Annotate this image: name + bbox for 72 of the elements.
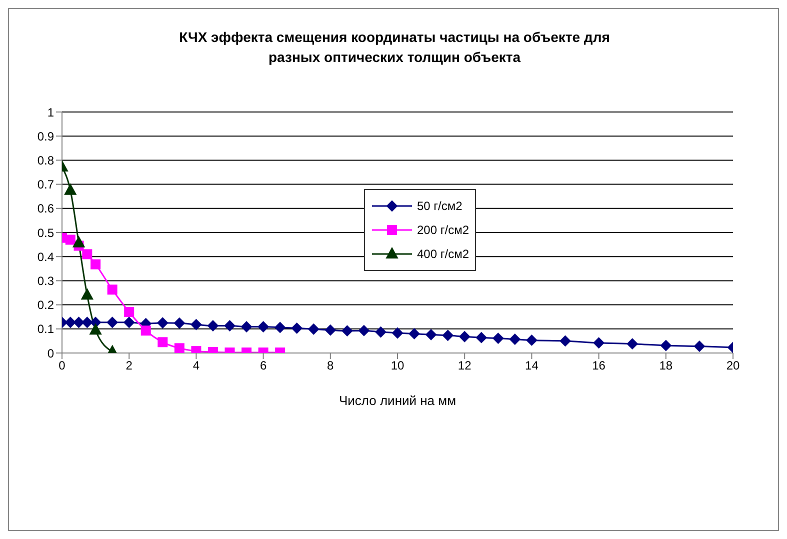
x-tick-label: 8	[327, 358, 334, 373]
point	[560, 335, 571, 346]
point	[72, 236, 85, 248]
y-tick-label: 0.5	[37, 226, 54, 240]
point	[106, 316, 118, 328]
point	[509, 334, 520, 345]
point	[408, 328, 420, 340]
point	[82, 316, 93, 328]
y-tick-label: 0.3	[37, 274, 54, 288]
y-tick-label: 0.4	[37, 250, 54, 264]
point	[593, 337, 604, 348]
x-tick-label: 4	[192, 358, 200, 373]
y-tick-label: 0	[47, 346, 54, 360]
x-tick-label: 14	[525, 358, 539, 373]
x-tick-label: 6	[260, 358, 267, 373]
x-tick-label: 16	[592, 358, 606, 373]
point	[342, 325, 353, 336]
point	[124, 316, 135, 328]
x-tick-label: 20	[726, 358, 740, 373]
x-tick-label: 18	[659, 358, 673, 373]
point	[157, 317, 168, 328]
point	[190, 319, 202, 330]
point	[73, 316, 84, 328]
point	[241, 321, 252, 332]
point	[308, 324, 320, 335]
point	[82, 249, 92, 260]
point	[124, 307, 134, 318]
y-tick-label: 1	[47, 105, 54, 120]
point	[64, 316, 76, 328]
x-tick-label: 0	[58, 358, 66, 373]
legend-label: 200 г/см2	[417, 223, 469, 237]
legend-label: 50 г/см2	[417, 199, 462, 213]
point	[224, 320, 236, 332]
point	[626, 338, 638, 350]
point	[324, 324, 336, 336]
point	[90, 259, 101, 270]
point	[107, 284, 118, 295]
point	[694, 340, 705, 352]
point	[207, 320, 218, 332]
point	[81, 288, 94, 300]
y-tick-label: 0.2	[37, 298, 54, 312]
y-tick-label: 0.9	[37, 129, 54, 144]
x-tick-label: 2	[126, 358, 133, 373]
point	[476, 332, 487, 344]
x-tick-label: 10	[390, 358, 404, 373]
point	[158, 337, 168, 348]
point	[492, 332, 504, 344]
y-tick-label: 0.8	[37, 153, 54, 168]
point	[274, 322, 286, 333]
point	[90, 324, 102, 335]
point	[64, 184, 76, 195]
point	[174, 318, 185, 329]
point	[258, 321, 269, 332]
point	[375, 326, 386, 338]
point	[358, 325, 370, 336]
y-tick-label: 0.7	[37, 178, 54, 192]
y-tick-label: 0.1	[37, 322, 54, 336]
point	[174, 343, 184, 353]
point	[442, 330, 454, 341]
point	[526, 334, 538, 346]
y-tick-label: 0.6	[37, 202, 54, 216]
x-tick-label: 12	[458, 358, 472, 373]
point	[291, 322, 302, 334]
x-axis-title: Число линий на мм	[338, 393, 456, 408]
point	[660, 340, 672, 352]
point	[392, 327, 403, 338]
point	[459, 331, 470, 342]
point	[140, 326, 151, 336]
point	[65, 234, 76, 245]
point	[426, 329, 437, 340]
chart-title: КЧХ эффекта смещения координаты частицы на объекте для разных оптических толщин объекта	[178, 28, 611, 67]
legend-label: 400 г/см2	[417, 247, 469, 261]
